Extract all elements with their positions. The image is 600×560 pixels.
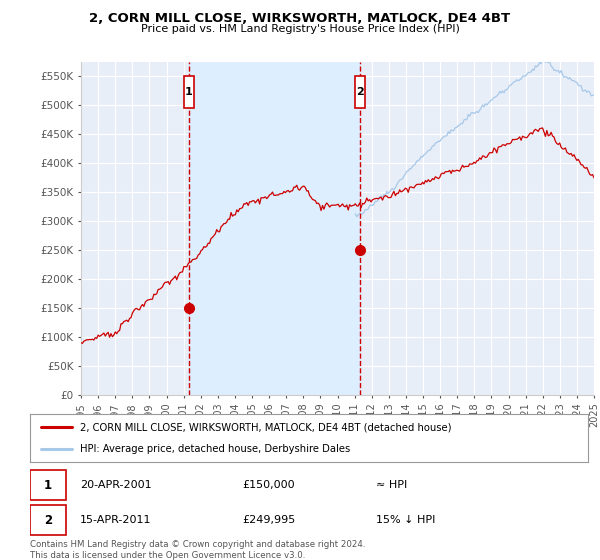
FancyBboxPatch shape bbox=[30, 470, 66, 500]
Text: 2: 2 bbox=[356, 87, 364, 97]
Text: Contains HM Land Registry data © Crown copyright and database right 2024.
This d: Contains HM Land Registry data © Crown c… bbox=[30, 540, 365, 560]
Text: HPI: Average price, detached house, Derbyshire Dales: HPI: Average price, detached house, Derb… bbox=[80, 444, 350, 454]
FancyBboxPatch shape bbox=[184, 76, 194, 108]
Text: £249,995: £249,995 bbox=[242, 515, 295, 525]
Text: 1: 1 bbox=[44, 479, 52, 492]
FancyBboxPatch shape bbox=[30, 505, 66, 535]
Text: 15% ↓ HPI: 15% ↓ HPI bbox=[376, 515, 436, 525]
Text: 1: 1 bbox=[185, 87, 193, 97]
Text: 2, CORN MILL CLOSE, WIRKSWORTH, MATLOCK, DE4 4BT: 2, CORN MILL CLOSE, WIRKSWORTH, MATLOCK,… bbox=[89, 12, 511, 25]
Text: 20-APR-2001: 20-APR-2001 bbox=[80, 480, 152, 490]
Text: ≈ HPI: ≈ HPI bbox=[376, 480, 407, 490]
Bar bbox=[189, 62, 360, 395]
FancyBboxPatch shape bbox=[355, 76, 365, 108]
Text: 2, CORN MILL CLOSE, WIRKSWORTH, MATLOCK, DE4 4BT (detached house): 2, CORN MILL CLOSE, WIRKSWORTH, MATLOCK,… bbox=[80, 422, 452, 432]
Text: Price paid vs. HM Land Registry's House Price Index (HPI): Price paid vs. HM Land Registry's House … bbox=[140, 24, 460, 34]
Text: 2: 2 bbox=[44, 514, 52, 526]
Text: 15-APR-2011: 15-APR-2011 bbox=[80, 515, 152, 525]
Text: £150,000: £150,000 bbox=[242, 480, 295, 490]
